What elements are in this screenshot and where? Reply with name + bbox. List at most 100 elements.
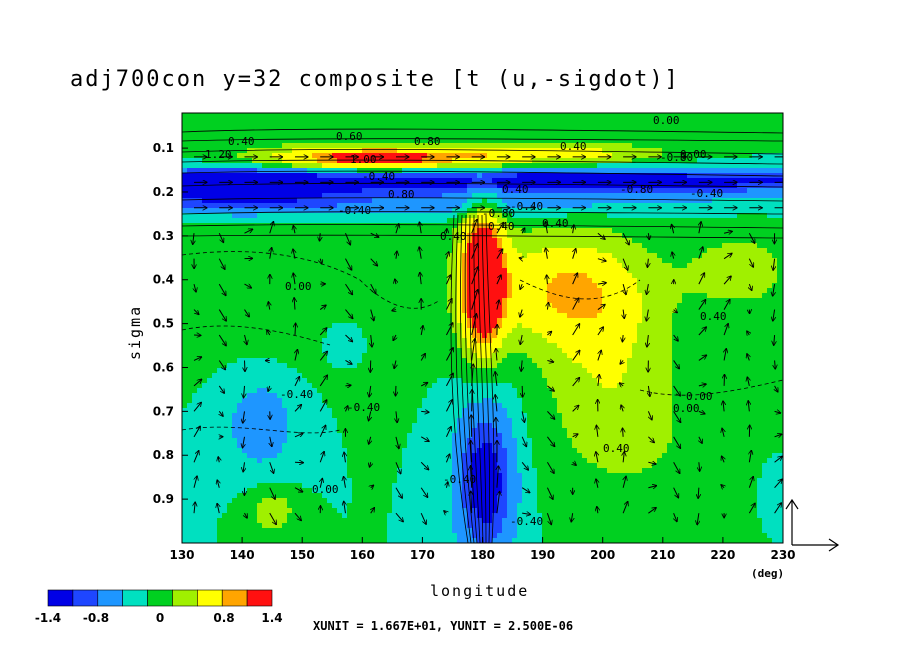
contour-fill-cell: [442, 128, 448, 134]
contour-fill-cell: [392, 393, 398, 399]
contour-fill-cell: [297, 328, 303, 334]
contour-fill-cell: [292, 173, 298, 179]
contour-fill-cell: [412, 138, 418, 144]
contour-fill-cell: [182, 188, 188, 194]
contour-fill-cell: [427, 338, 433, 344]
contour-fill-cell: [447, 518, 453, 524]
contour-fill-cell: [292, 463, 298, 469]
contour-fill-cell: [327, 248, 333, 254]
contour-fill-cell: [212, 468, 218, 474]
contour-fill-cell: [222, 228, 228, 234]
contour-fill-cell: [207, 248, 213, 254]
contour-fill-cell: [257, 358, 263, 364]
contour-fill-cell: [312, 533, 318, 539]
contour-fill-cell: [207, 318, 213, 324]
contour-fill-cell: [377, 368, 383, 374]
contour-fill-cell: [282, 308, 288, 314]
contour-fill-cell: [182, 178, 188, 184]
contour-fill-cell: [307, 403, 313, 409]
contour-fill-cell: [292, 153, 298, 159]
contour-fill-cell: [247, 488, 253, 494]
contour-fill-cell: [307, 278, 313, 284]
contour-fill-cell: [182, 338, 188, 344]
contour-fill-cell: [222, 443, 228, 449]
contour-fill-cell: [272, 388, 278, 394]
contour-fill-cell: [337, 288, 343, 294]
contour-fill-cell: [222, 173, 228, 179]
contour-fill-cell: [392, 353, 398, 359]
contour-fill-cell: [307, 388, 313, 394]
contour-fill-cell: [302, 353, 308, 359]
contour-fill-cell: [282, 433, 288, 439]
contour-fill-cell: [312, 453, 318, 459]
contour-fill-cell: [182, 463, 188, 469]
contour-fill-cell: [237, 308, 243, 314]
contour-fill-cell: [432, 288, 438, 294]
contour-fill-cell: [387, 188, 393, 194]
contour-fill-cell: [447, 118, 453, 124]
contour-fill-cell: [202, 468, 208, 474]
contour-fill-cell: [397, 158, 403, 164]
contour-fill-cell: [282, 398, 288, 404]
contour-fill-cell: [302, 438, 308, 444]
contour-fill-cell: [307, 483, 313, 489]
contour-fill-cell: [372, 118, 378, 124]
contour-fill-cell: [437, 248, 443, 254]
contour-fill-cell: [237, 188, 243, 194]
contour-fill-cell: [257, 433, 263, 439]
contour-fill-cell: [382, 143, 388, 149]
contour-fill-cell: [302, 398, 308, 404]
contour-fill-cell: [377, 353, 383, 359]
contour-fill-cell: [252, 513, 258, 519]
contour-fill-cell: [362, 283, 368, 289]
contour-fill-cell: [457, 463, 463, 469]
plot-area: 0.40 0.60 0.80 0.401.20 1.00-0.40-0.80 -0.400…: [182, 113, 783, 543]
contour-fill-cell: [372, 503, 378, 509]
contour-fill-cell: [327, 258, 333, 264]
contour-fill-cell: [282, 173, 288, 179]
contour-fill-cell: [302, 443, 308, 449]
contour-fill-cell: [317, 348, 323, 354]
contour-fill-cell: [307, 123, 313, 129]
contour-fill-cell: [197, 273, 203, 279]
contour-fill-cell: [287, 173, 293, 179]
contour-fill-cell: [452, 188, 458, 194]
contour-fill-cell: [437, 118, 443, 124]
contour-fill-cell: [192, 378, 198, 384]
contour-fill-cell: [402, 283, 408, 289]
contour-fill-cell: [432, 508, 438, 514]
contour-fill-cell: [402, 278, 408, 284]
contour-fill-cell: [422, 143, 428, 149]
contour-fill-cell: [272, 278, 278, 284]
contour-fill-cell: [297, 338, 303, 344]
contour-fill-cell: [212, 473, 218, 479]
contour-fill-cell: [292, 388, 298, 394]
contour-fill-cell: [377, 423, 383, 429]
contour-fill-cell: [317, 453, 323, 459]
contour-fill-cell: [237, 348, 243, 354]
contour-fill-cell: [317, 528, 323, 534]
contour-fill-cell: [192, 463, 198, 469]
contour-fill-cell: [262, 533, 268, 539]
contour-fill-cell: [237, 528, 243, 534]
contour-fill-cell: [382, 218, 388, 224]
contour-fill-cell: [327, 408, 333, 414]
contour-fill-cell: [272, 163, 278, 169]
contour-fill-cell: [332, 433, 338, 439]
contour-fill-cell: [282, 208, 288, 214]
contour-fill-cell: [372, 323, 378, 329]
contour-fill-cell: [422, 138, 428, 144]
contour-fill-cell: [222, 408, 228, 414]
contour-fill-cell: [252, 288, 258, 294]
contour-fill-cell: [242, 273, 248, 279]
contour-fill-cell: [397, 513, 403, 519]
contour-fill-cell: [377, 228, 383, 234]
contour-fill-cell: [467, 148, 473, 154]
contour-fill-cell: [427, 268, 433, 274]
contour-fill-cell: [347, 398, 353, 404]
contour-fill-cell: [222, 418, 228, 424]
contour-fill-cell: [182, 128, 188, 134]
contour-fill-cell: [377, 148, 383, 154]
contour-fill-cell: [267, 228, 273, 234]
contour-fill-cell: [342, 123, 348, 129]
